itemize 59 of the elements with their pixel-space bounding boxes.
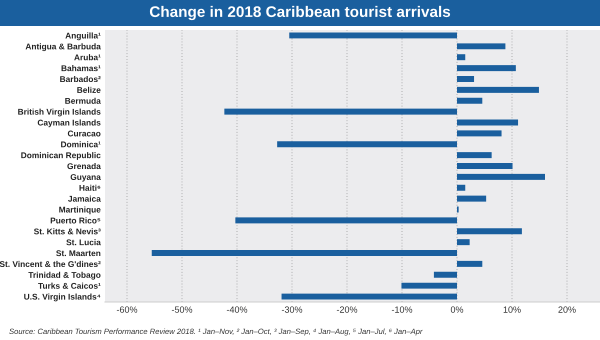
bar (457, 65, 516, 72)
bar (457, 98, 482, 104)
y-tick-label: Martinique (59, 206, 101, 214)
bar (152, 250, 457, 256)
y-tick-label: St. Lucia (66, 239, 101, 246)
x-tick-label: -60% (116, 306, 138, 313)
x-tick-label: 20% (558, 306, 576, 313)
y-tick-label: Anguilla¹ (65, 32, 101, 40)
bar (457, 119, 518, 126)
bar (282, 294, 457, 300)
y-tick-label: Dominica¹ (61, 141, 101, 148)
chart-title: Change in 2018 Caribbean tourist arrivals (150, 6, 450, 20)
y-tick-label: St. Vincent & the G'dines² (0, 260, 101, 268)
bar (457, 86, 539, 93)
bar (457, 130, 502, 136)
y-tick-label: Antigua & Barbuda (26, 43, 101, 52)
x-tick-label: -10% (392, 306, 412, 313)
x-tick-label: 10% (504, 306, 521, 313)
y-tick-label: Belize (77, 86, 101, 93)
y-tick-label: Dominican Republic (21, 152, 101, 160)
y-tick-label: St. Kitts & Nevis³ (34, 228, 101, 234)
x-tick-label: -20% (336, 306, 358, 313)
bar (457, 163, 513, 169)
bar (277, 141, 457, 148)
x-tick-label: -30% (282, 306, 302, 313)
bar (457, 54, 466, 60)
bar (401, 282, 457, 289)
y-tick-label: Bahamas¹ (62, 65, 101, 72)
bar (457, 196, 486, 202)
bar (457, 260, 482, 267)
x-tick-label: -40% (226, 306, 248, 313)
x-tick-label: -50% (172, 306, 192, 313)
y-tick-label: Curacao (68, 130, 101, 136)
y-tick-label: Turks & Caicos¹ (38, 282, 101, 289)
bar (224, 108, 457, 115)
y-tick-label: Jamaica (68, 196, 101, 202)
bar (457, 184, 466, 191)
bar (235, 217, 457, 224)
y-tick-label: Haiti⁶ (79, 184, 100, 191)
y-tick-label: Cayman Islands (38, 119, 100, 128)
bar (434, 272, 457, 278)
y-tick-label: British Virgin Islands (18, 108, 100, 116)
bar (457, 76, 474, 82)
y-tick-label: Grenada (67, 162, 101, 170)
y-tick-label: Barbados² (60, 76, 101, 82)
bar (457, 43, 506, 50)
y-tick-label: Guyana (70, 174, 101, 182)
y-tick-label: Puerto Rico⁵ (50, 217, 100, 224)
y-tick-label: St. Maarten (56, 250, 100, 256)
bar (457, 152, 492, 158)
bar (457, 228, 522, 234)
y-tick-label: Bermuda (65, 98, 101, 104)
x-tick-label: 0% (450, 306, 464, 313)
bar (289, 32, 457, 38)
bar (457, 174, 545, 180)
y-tick-label: Trinidad & Tobago (28, 272, 101, 280)
y-tick-label: Aruba¹ (74, 54, 101, 60)
bar (457, 239, 470, 246)
y-tick-label: U.S. Virgin Islands⁴ (24, 294, 100, 302)
